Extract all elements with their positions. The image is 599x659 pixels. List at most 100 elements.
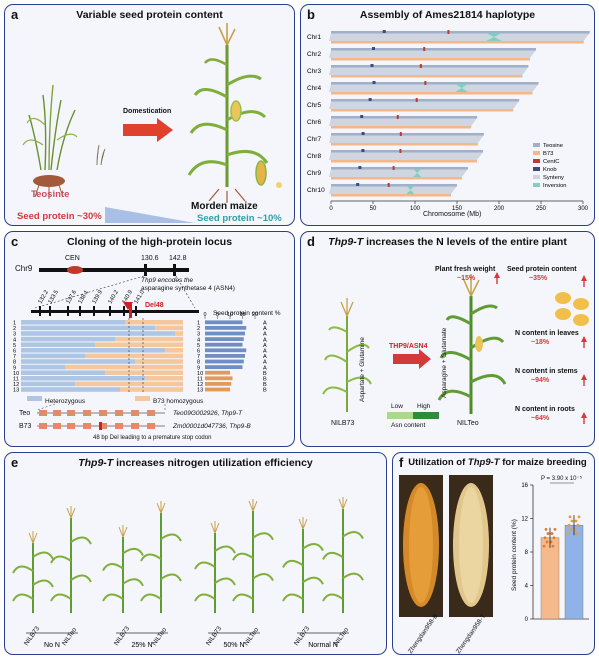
modern-maize-label: Morden maize bbox=[191, 201, 258, 212]
data-point bbox=[545, 540, 549, 544]
teosine-track bbox=[331, 116, 478, 119]
nitrogen-plants: No N 25% N 50% N Normal N bbox=[12, 497, 364, 649]
row-number: 7 bbox=[13, 354, 16, 360]
centc-mark bbox=[424, 81, 427, 85]
panel-d-illustration bbox=[322, 272, 589, 424]
legend-b73: B73 homozygous bbox=[153, 398, 204, 405]
chr9-bar bbox=[39, 268, 189, 272]
legend-b73-swatch bbox=[135, 396, 150, 401]
seed-tick-label: 20 bbox=[252, 312, 258, 318]
knob-mark bbox=[361, 132, 365, 135]
group-label: A bbox=[263, 321, 267, 327]
centc-mark bbox=[392, 166, 395, 170]
panel-e: e Thp9-T increases nitrogen utilization … bbox=[4, 452, 387, 655]
y-tick-label: 0 bbox=[525, 617, 529, 623]
deletion-note: 48 bp Del leading to a premature stop co… bbox=[93, 435, 212, 441]
gene-exon bbox=[67, 410, 75, 416]
niltEo-plant-icon bbox=[437, 274, 507, 414]
leaf bbox=[102, 593, 124, 602]
b73-homozygous-segment bbox=[120, 387, 183, 392]
x-axis-label: Chromosome (Mb) bbox=[423, 211, 482, 218]
synteny-band bbox=[329, 169, 468, 177]
heterozygous-segment bbox=[21, 387, 120, 392]
thp9-note-2: asparagine synthetase 4 (ASN4) bbox=[141, 285, 235, 292]
group-label: B bbox=[263, 371, 267, 377]
panel-title: Thp9-T increases the N levels of the ent… bbox=[301, 236, 594, 248]
leaf bbox=[232, 593, 254, 602]
teosinte-plant-icon bbox=[22, 84, 106, 199]
heterozygous-segment bbox=[21, 359, 135, 364]
b73-track bbox=[331, 109, 514, 112]
legend-label: B73 bbox=[543, 151, 553, 157]
data-point bbox=[569, 527, 573, 531]
maize-plant-icon bbox=[140, 501, 182, 613]
roots-label: N content in roots bbox=[515, 406, 575, 413]
group-label: A bbox=[263, 337, 267, 343]
chromosome-label: Chr1 bbox=[307, 34, 321, 41]
gene-name: Thp9-T bbox=[328, 236, 364, 248]
gene-name: Thp9-T bbox=[78, 457, 114, 469]
knob-mark bbox=[382, 30, 386, 33]
b73-track bbox=[331, 92, 533, 95]
teosine-track bbox=[331, 48, 536, 51]
leaf bbox=[302, 576, 324, 585]
centc-mark bbox=[399, 132, 402, 136]
modern-maize-plant-icon bbox=[187, 23, 282, 203]
b73-homozygous-segment bbox=[165, 348, 183, 353]
b73-track bbox=[331, 41, 584, 44]
y-tick-label: 4 bbox=[525, 584, 529, 590]
teosinte-label: Teosinte bbox=[31, 189, 70, 200]
nilb73-label: NILB73 bbox=[331, 420, 355, 427]
chromosome-label: Chr4 bbox=[307, 85, 321, 92]
synteny-band bbox=[329, 186, 457, 194]
seed-bar bbox=[205, 359, 244, 364]
maize-plant-icon bbox=[322, 497, 364, 613]
chromosome-label: Chr5 bbox=[307, 102, 321, 109]
teo-label: Teo bbox=[19, 410, 31, 417]
chromosome-label: Chr8 bbox=[307, 153, 321, 160]
synteny-band bbox=[329, 67, 529, 75]
marker-tick bbox=[135, 306, 137, 316]
leaf bbox=[50, 593, 72, 602]
product-label: Asparagine + Glutamate bbox=[441, 327, 448, 398]
inversion-mark bbox=[455, 84, 468, 92]
legend-heterozygous: Heterozygous bbox=[45, 398, 86, 405]
group-label: A bbox=[263, 365, 267, 371]
chromosome-label: Chr9 bbox=[307, 170, 321, 177]
panel-a-illustration bbox=[22, 23, 282, 223]
seed-protein-maize: Seed protein ~10% bbox=[197, 213, 282, 224]
seed-protein-value: ~35% bbox=[529, 275, 548, 282]
row-number: 3 bbox=[197, 332, 200, 338]
panel-title: Cloning of the high-protein locus bbox=[66, 236, 233, 248]
centc-mark bbox=[396, 115, 399, 119]
heterozygous-segment bbox=[21, 381, 75, 387]
seed-tick-label: 0 bbox=[204, 312, 207, 318]
seed-bar bbox=[205, 337, 244, 341]
data-point bbox=[574, 519, 578, 523]
data-point bbox=[568, 515, 572, 519]
centc-mark bbox=[419, 64, 422, 68]
marker-tick bbox=[79, 306, 81, 316]
gene-exon bbox=[99, 423, 107, 429]
enzyme-label: THP9/ASN4 bbox=[389, 343, 428, 350]
b73-homozygous-segment bbox=[105, 370, 183, 375]
b73-homozygous-segment bbox=[135, 359, 183, 364]
title-post: for maize breeding bbox=[499, 457, 587, 468]
gene-exon bbox=[115, 410, 123, 416]
leaf bbox=[282, 559, 304, 568]
panel-d: d Thp9-T increases the N levels of the e… bbox=[300, 231, 595, 447]
cen-label: CEN bbox=[65, 255, 80, 262]
zoom-line bbox=[36, 403, 56, 411]
marker-label: 137.6 bbox=[66, 289, 78, 305]
legend-swatch bbox=[533, 183, 540, 187]
tassel bbox=[338, 497, 348, 510]
seed-tick-label: 5 bbox=[216, 312, 219, 318]
knob-mark bbox=[368, 98, 372, 101]
title-pre: Utilization of bbox=[408, 457, 468, 468]
leaf bbox=[214, 545, 236, 554]
panel-c: c Cloning of the high-protein locus 132.… bbox=[4, 231, 295, 447]
marker-tick bbox=[49, 306, 51, 316]
maize-plant-icon bbox=[50, 506, 92, 613]
gene-exon bbox=[67, 423, 75, 429]
leaf bbox=[282, 593, 304, 602]
